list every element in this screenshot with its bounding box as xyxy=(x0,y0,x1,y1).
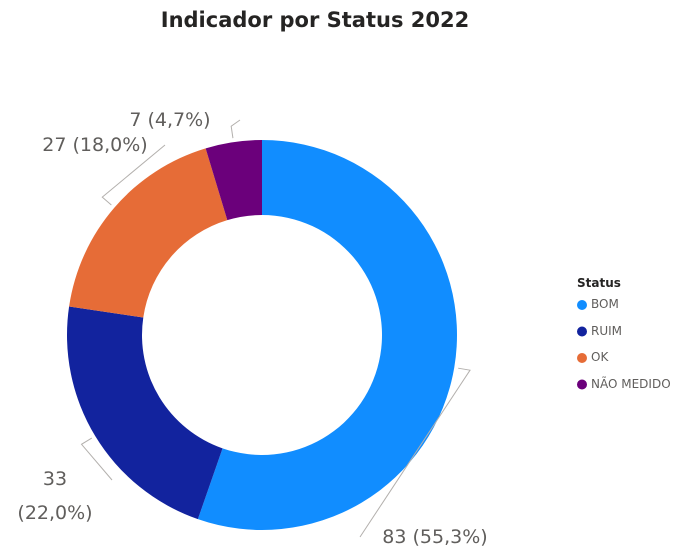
leader-line xyxy=(80,437,113,481)
data-label: 27 (18,0%) xyxy=(42,134,148,156)
legend-label: OK xyxy=(591,350,609,364)
donut-slice xyxy=(197,140,457,530)
legend-label: NÃO MEDIDO xyxy=(591,376,671,391)
leader-line xyxy=(230,119,241,139)
legend-title: Status xyxy=(577,276,621,290)
legend-label: RUIM xyxy=(591,323,623,338)
chart-title: Indicador por Status 2022 xyxy=(160,8,470,32)
data-label: 83 (55,3%) xyxy=(382,526,488,548)
data-label: 7 (4,7%) xyxy=(129,109,211,131)
legend-marker xyxy=(577,300,587,310)
leader-line xyxy=(101,144,166,206)
data-label: 33 (22,0%) xyxy=(17,468,93,524)
leader-line xyxy=(359,367,471,538)
donut-slice xyxy=(205,140,262,221)
legend-label: BOM xyxy=(591,297,619,311)
legend-marker xyxy=(577,353,587,363)
donut-slice xyxy=(66,306,223,520)
legend-marker xyxy=(577,326,587,337)
legend-marker xyxy=(577,379,587,390)
donut-slice xyxy=(69,148,228,318)
